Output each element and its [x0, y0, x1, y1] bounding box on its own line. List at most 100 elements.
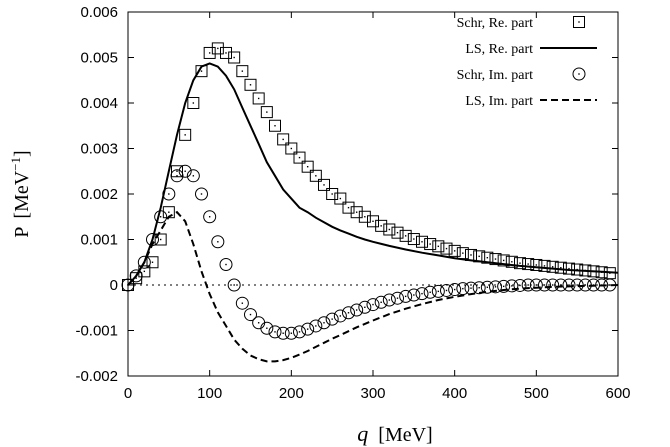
- circle-marker: [333, 309, 347, 323]
- circle-marker-dot: [388, 299, 391, 301]
- circle-marker-dot: [225, 263, 227, 266]
- square-marker: [211, 42, 224, 55]
- legend-label: LS, Re. part: [465, 42, 533, 57]
- x-tick-label: 600: [605, 385, 630, 402]
- square-marker-dot: [486, 257, 489, 259]
- circle-marker: [244, 308, 257, 322]
- square-marker: [448, 244, 461, 257]
- square-marker-dot: [306, 166, 309, 168]
- circle-marker: [374, 295, 388, 309]
- circle-marker-dot: [315, 325, 317, 327]
- square-marker: [293, 151, 306, 164]
- square-marker-dot: [543, 265, 546, 267]
- series-2: [127, 62, 619, 286]
- square-marker-dot: [404, 235, 407, 237]
- circle-marker-dot: [184, 170, 186, 172]
- square-marker-dot: [364, 216, 366, 218]
- square-marker: [171, 165, 183, 178]
- legend: Schr, Re. part LS, Re. part Schr, Im. part…: [457, 16, 597, 109]
- circle-marker: [562, 278, 576, 292]
- circle-marker-dot: [331, 318, 333, 320]
- circle-marker-dot: [266, 327, 268, 329]
- y-tick-label: 0.001: [80, 232, 118, 249]
- square-marker: [432, 240, 445, 253]
- square-marker-dot: [233, 56, 235, 59]
- square-marker-dot: [274, 125, 276, 127]
- circle-marker-dot: [176, 175, 178, 177]
- square-marker-dot: [217, 47, 219, 50]
- square-marker: [252, 92, 265, 105]
- circle-marker-dot: [241, 302, 244, 304]
- y-axis-unit: [MeV: [11, 170, 33, 218]
- circle-marker-dot: [282, 332, 284, 334]
- circle-marker: [505, 279, 519, 293]
- circle-marker: [317, 316, 331, 330]
- circle-marker-dot: [306, 328, 309, 330]
- x-tick-label: 300: [360, 385, 385, 402]
- circle-marker-dot: [543, 284, 546, 286]
- square-marker: [228, 51, 241, 64]
- circle-marker-dot: [257, 322, 260, 324]
- square-marker-dot: [396, 231, 399, 234]
- square-marker: [146, 256, 159, 269]
- circle-marker: [219, 258, 233, 272]
- circle-marker: [382, 293, 396, 307]
- square-marker-dot: [470, 254, 472, 256]
- circle-marker: [268, 325, 282, 339]
- square-marker: [318, 178, 330, 191]
- square-marker-dot: [511, 261, 513, 263]
- square-marker-dot: [151, 261, 154, 263]
- series-4: [127, 210, 619, 363]
- x-tick-label: 0: [124, 385, 132, 402]
- circle-marker: [342, 306, 355, 320]
- circle-marker: [431, 284, 445, 298]
- square-marker: [350, 206, 363, 219]
- square-marker-dot: [445, 247, 448, 250]
- y-axis-title: P [MeV−1]: [8, 150, 33, 237]
- square-marker: [391, 226, 404, 239]
- x-tick-label: 200: [279, 385, 304, 402]
- y-tick-label: 0: [110, 277, 118, 294]
- square-marker-dot: [478, 255, 480, 258]
- circle-marker-dot: [486, 286, 489, 288]
- circle-marker-dot: [168, 193, 170, 195]
- square-marker-dot: [388, 228, 391, 231]
- circle-marker: [325, 312, 339, 326]
- series-line: [127, 210, 619, 363]
- circle-marker: [178, 164, 192, 178]
- circle-marker-dot: [421, 292, 423, 295]
- series-3: [121, 164, 617, 340]
- square-marker-dot: [143, 270, 146, 273]
- square-marker-dot: [437, 245, 440, 248]
- circle-marker: [572, 67, 586, 81]
- circle-marker: [554, 278, 568, 292]
- circle-marker: [195, 187, 208, 201]
- square-marker: [530, 258, 543, 271]
- circle-marker-dot: [568, 284, 570, 286]
- square-marker-dot: [421, 241, 423, 243]
- square-marker-dot: [200, 70, 203, 72]
- square-marker: [334, 192, 347, 205]
- circle-marker: [276, 326, 290, 340]
- square-marker: [416, 235, 428, 248]
- circle-marker-dot: [609, 284, 611, 286]
- circle-marker: [358, 300, 372, 314]
- circle-marker-dot: [511, 285, 513, 287]
- circle-marker-dot: [413, 294, 415, 296]
- circle-marker: [137, 255, 151, 269]
- y-tick-label: -0.002: [75, 368, 118, 385]
- circle-marker: [309, 319, 323, 333]
- circle-marker: [227, 278, 241, 292]
- square-marker: [358, 210, 371, 223]
- circle-marker: [480, 280, 494, 294]
- square-marker: [489, 253, 502, 266]
- circle-marker-dot: [576, 284, 578, 286]
- square-marker-dot: [339, 197, 342, 200]
- circle-marker-dot: [274, 331, 276, 333]
- circle-marker-dot: [159, 216, 162, 218]
- square-marker-dot: [192, 102, 195, 104]
- y-tick-label: 0.003: [80, 141, 118, 158]
- circle-marker: [170, 169, 184, 183]
- square-marker-dot: [413, 238, 415, 240]
- legend-label: LS, Im. part: [465, 94, 533, 109]
